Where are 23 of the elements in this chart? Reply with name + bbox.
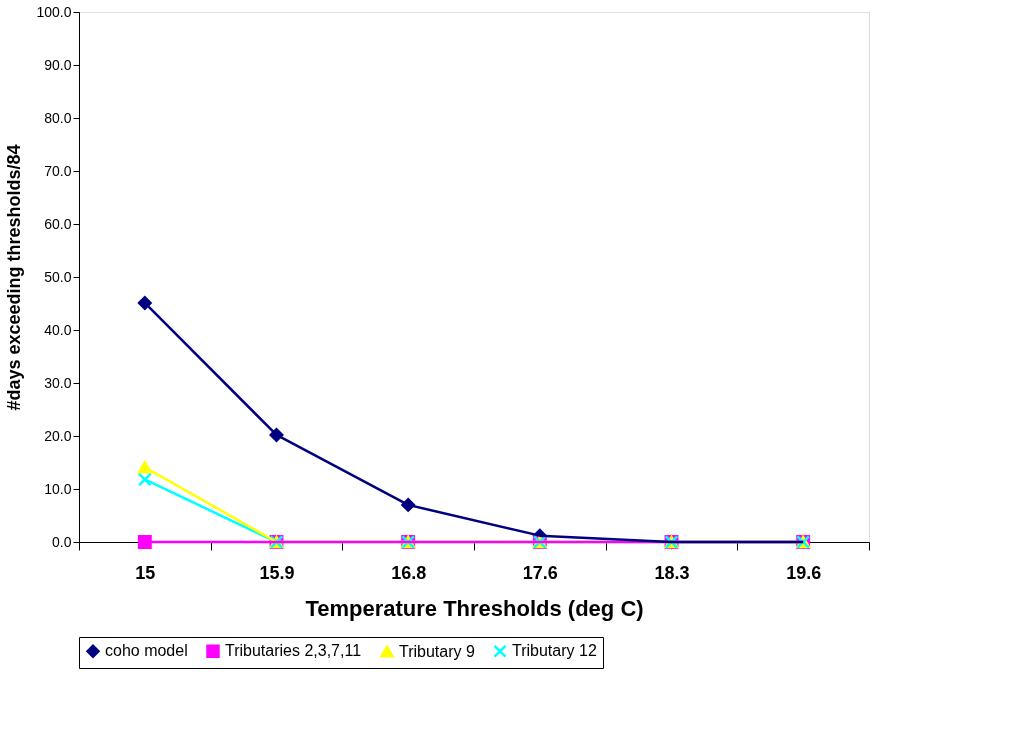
- y-tick-label: 60.0: [44, 215, 72, 232]
- y-tick-label: 80.0: [44, 109, 72, 126]
- x-tick-label: 17.6: [522, 562, 558, 583]
- y-axis-title: #days exceeding thresholds/84: [4, 144, 25, 411]
- y-tick-label: 20.0: [44, 427, 72, 444]
- legend-label: Tributary 9: [399, 642, 475, 660]
- x-tick-label: 19.6: [786, 562, 822, 583]
- x-tick-label: 15: [135, 562, 156, 583]
- legend-label: coho model: [105, 642, 188, 660]
- y-tick-label: 10.0: [44, 480, 72, 497]
- y-tick-label: 40.0: [44, 321, 72, 338]
- legend-label: Tributary 12: [512, 642, 597, 660]
- y-tick-label: 50.0: [44, 268, 72, 285]
- y-tick-label: 0.0: [52, 533, 72, 550]
- y-tick-label: 100.0: [36, 3, 72, 20]
- legend-label: Tributaries 2,3,7,11: [225, 642, 362, 660]
- x-tick-label: 15.9: [259, 562, 295, 583]
- x-tick-label: 18.3: [654, 562, 690, 583]
- y-tick-label: 30.0: [44, 374, 72, 391]
- y-tick-label: 70.0: [44, 162, 72, 179]
- x-axis-title: Temperature Thresholds (deg C): [305, 595, 644, 621]
- y-tick-label: 90.0: [44, 56, 72, 73]
- x-tick-label: 16.8: [391, 562, 427, 583]
